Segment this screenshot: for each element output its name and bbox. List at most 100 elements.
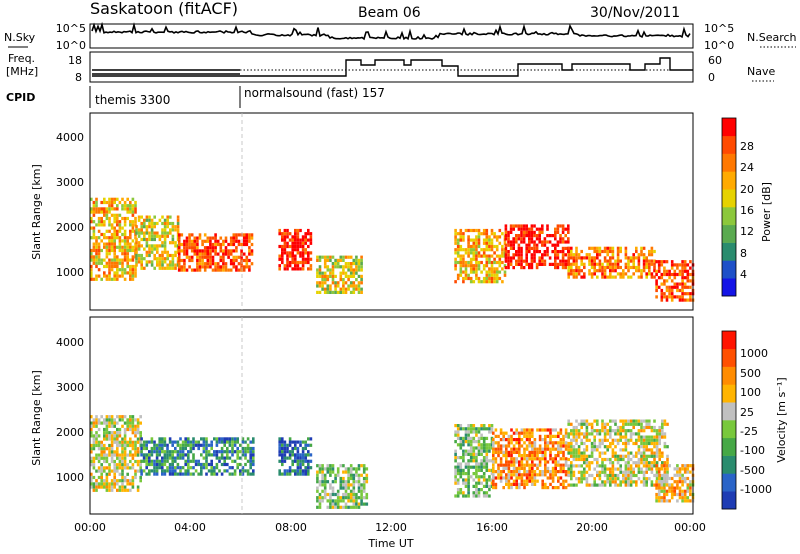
power-cell	[163, 266, 167, 270]
power-cell	[495, 254, 499, 258]
nave-label: Nave	[747, 65, 775, 78]
velocity-cell	[163, 450, 167, 454]
velocity-cell	[342, 496, 345, 500]
velocity-cell	[655, 467, 658, 471]
velocity-cell	[645, 445, 648, 449]
power-cell	[209, 239, 212, 243]
power-cell	[689, 272, 692, 277]
power-cell	[624, 249, 628, 254]
velocity-cell	[577, 451, 581, 455]
power-cell	[126, 236, 129, 240]
velocity-cell	[142, 456, 146, 460]
power-cell	[598, 265, 602, 270]
velocity-cell	[541, 486, 544, 490]
velocity-cell	[205, 459, 208, 463]
velocity-cell	[642, 429, 646, 433]
power-cell	[515, 240, 518, 244]
power-cell	[203, 255, 207, 259]
power-cell	[113, 248, 116, 253]
velocity-cell	[666, 454, 669, 458]
power-cell	[541, 253, 544, 257]
power-cell	[482, 248, 486, 252]
velocity-cell	[318, 470, 322, 474]
velocity-cell	[123, 447, 127, 451]
velocity-cell	[683, 464, 687, 468]
power-cell	[507, 256, 510, 260]
velocity-cell	[505, 460, 508, 464]
velocity-cell	[492, 431, 495, 435]
power-cell	[501, 254, 504, 258]
power-cbar-tick-8: 8	[740, 247, 747, 260]
velocity-cell	[658, 432, 661, 436]
velocity-cell	[220, 450, 224, 454]
power-cell	[135, 237, 138, 242]
velocity-cell	[629, 451, 633, 455]
power-cell	[163, 231, 167, 235]
xtick-0400: 04:00	[174, 521, 206, 534]
velocity-cell	[352, 492, 356, 497]
velocity-cell	[523, 466, 526, 470]
velocity-cell	[131, 418, 135, 422]
velocity-cell	[616, 441, 620, 446]
velocity-cell	[336, 499, 340, 503]
velocity-cell	[134, 434, 137, 438]
power-cell	[525, 250, 528, 254]
power-cell	[129, 223, 132, 227]
velocity-cell	[507, 438, 511, 442]
velocity-cell	[469, 459, 473, 463]
velocity-cell	[352, 505, 356, 509]
power-cell	[467, 238, 470, 242]
power-cell	[318, 271, 322, 275]
velocity-cell	[110, 447, 114, 451]
velocity-cell	[323, 486, 327, 490]
power-cell	[161, 260, 164, 264]
velocity-cell	[499, 476, 503, 480]
power-cell	[171, 228, 175, 232]
velocity-cell	[294, 440, 297, 444]
power-cell	[318, 265, 322, 269]
power-cell	[559, 237, 562, 241]
velocity-cell	[113, 472, 116, 476]
power-cell	[126, 204, 129, 208]
power-cell	[97, 223, 101, 227]
power-cell	[520, 250, 523, 254]
power-cell	[131, 207, 135, 211]
power-cell	[485, 248, 489, 252]
power-cell	[118, 200, 122, 205]
velocity-cell	[202, 443, 206, 447]
power-cell	[90, 264, 93, 269]
velocity-cell	[349, 492, 353, 497]
velocity-cell	[318, 505, 322, 509]
velocity-cell	[215, 443, 219, 447]
power-cell	[347, 278, 350, 282]
velocity-cell	[575, 429, 578, 433]
power-cell	[556, 240, 560, 244]
velocity-cell	[668, 486, 671, 490]
power-cell	[530, 227, 534, 231]
velocity-cell	[531, 441, 534, 445]
velocity-cell	[670, 492, 674, 497]
velocity-cell	[655, 480, 658, 484]
power-cell	[237, 255, 241, 259]
velocity-cell	[249, 462, 252, 467]
velocity-cell	[456, 462, 460, 466]
velocity-cell	[249, 440, 252, 444]
power-cell	[171, 253, 175, 258]
power-cell	[95, 197, 98, 201]
power-cell	[248, 239, 251, 243]
power-cell	[509, 259, 513, 263]
velocity-cell	[168, 462, 172, 467]
power-cell	[512, 243, 515, 247]
velocity-cell	[570, 445, 573, 449]
power-cell	[554, 253, 557, 257]
power-cell	[462, 270, 465, 274]
velocity-cell	[575, 438, 578, 442]
power-cell	[278, 257, 281, 261]
power-cell	[653, 265, 656, 270]
power-cell	[296, 264, 300, 268]
power-cell	[201, 249, 204, 253]
power-cell	[459, 232, 463, 236]
power-cell	[156, 231, 159, 235]
velocity-cell	[515, 479, 518, 483]
velocity-cell	[541, 470, 544, 474]
